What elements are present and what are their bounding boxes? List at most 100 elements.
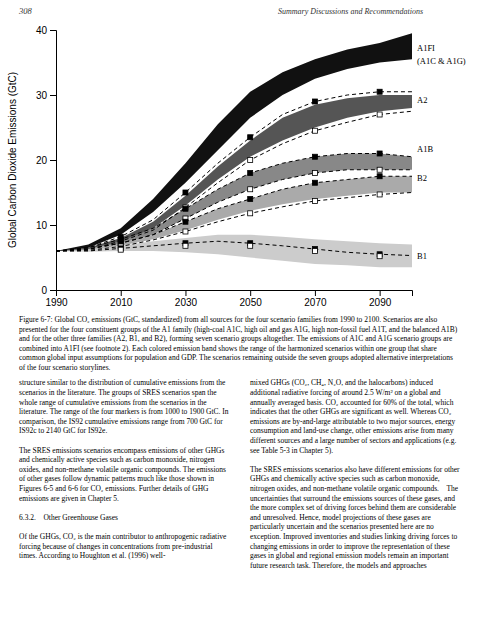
scenario-label: A1FI xyxy=(417,43,435,53)
page: 308 Summary Discussions and Recommendatio… xyxy=(0,0,480,640)
x-tick-label: 2010 xyxy=(110,297,133,308)
text-line: Figure 6-7: Global CO₂ emissions (GtC, s… xyxy=(19,315,437,324)
marker xyxy=(248,158,253,163)
x-tick-label: 2030 xyxy=(175,297,198,308)
marker xyxy=(183,190,188,195)
text-line: The SRES emissions scenarios also have d… xyxy=(250,465,460,474)
header-right: Summary Discussions and Recommendations xyxy=(278,7,423,16)
marker xyxy=(377,167,382,172)
y-tick-label: 40 xyxy=(36,25,48,36)
marker xyxy=(183,229,188,234)
text-line: mixed GHGs (CO₂, CH₄, N₂O, and the haloc… xyxy=(250,378,433,387)
text-line: presented for the four constituent group… xyxy=(19,325,458,334)
marker xyxy=(183,219,188,224)
x-tick-mark xyxy=(250,290,251,296)
text-line: emissions are by-and-large attributable … xyxy=(250,417,456,426)
y-tick: 30 xyxy=(36,90,56,101)
marker xyxy=(118,247,123,252)
x-tick: 2050 xyxy=(240,290,263,308)
header-left: 308 xyxy=(18,6,33,16)
y-tick-label: 10 xyxy=(36,220,48,231)
text-line: gases in global and regional emission mo… xyxy=(250,551,449,560)
text-line: annually averaged basis. CO₂ accounted f… xyxy=(250,398,454,407)
scenario-labels: A1FI(A1C & A1G)A2A1BB2B1 xyxy=(417,43,466,261)
y-tick: 0 xyxy=(41,285,56,296)
x-tick: 2030 xyxy=(175,290,198,308)
text-line: comparison, the IS92 cumulative emission… xyxy=(19,417,223,426)
marker xyxy=(312,198,317,203)
x-tick: 2010 xyxy=(110,290,133,308)
marker xyxy=(377,254,382,259)
x-tick-mark xyxy=(380,290,381,296)
x-tick: 2070 xyxy=(304,290,327,308)
marker xyxy=(312,128,317,133)
text-line: whole range of cumulative emissions from… xyxy=(19,398,207,407)
x-axis-line xyxy=(57,291,413,297)
text-line: exception. Improved inventories and stud… xyxy=(250,532,457,541)
chart: 199020102030205020702090010203040Global … xyxy=(7,25,466,308)
y-tick-label: 30 xyxy=(36,90,48,101)
text-line: of the four scenario storylines. xyxy=(19,363,111,372)
marker xyxy=(183,243,188,248)
y-axis-line xyxy=(50,31,57,291)
scenario-line xyxy=(56,241,412,255)
scenario-label: A2 xyxy=(417,95,427,105)
text-line: forcing because of changes in concentrat… xyxy=(19,542,212,551)
y-tick-mark xyxy=(50,160,56,161)
marker xyxy=(377,89,382,94)
emission-band xyxy=(56,235,412,268)
text-line: The SRES emissions scenarios encompass e… xyxy=(19,446,224,455)
text-line: oxides, and non-methane volatile organic… xyxy=(19,465,226,474)
marker xyxy=(248,187,253,192)
marker xyxy=(312,249,317,254)
scenario-line xyxy=(56,111,412,251)
plot-area xyxy=(56,33,412,267)
x-tick-label: 2050 xyxy=(240,297,263,308)
marker xyxy=(377,192,382,197)
body-column: mixed GHGs (CO₂, CH₄, N₂O, and the haloc… xyxy=(250,378,460,569)
text-line: different sources and a large number of … xyxy=(250,436,456,445)
x-tick: 1990 xyxy=(45,290,68,308)
y-tick-mark xyxy=(50,290,56,291)
y-axis-title: Global Carbon Dioxide Emissions (GtC) xyxy=(7,72,18,248)
text-line: and unresolved. Hence, model projections… xyxy=(250,513,431,522)
x-tick-mark xyxy=(185,290,186,296)
text-line: nitrogen oxides, and non-methane volatil… xyxy=(250,484,459,493)
x-axis: 1990 2010 2030 2050 2070 2090 xyxy=(45,290,412,308)
marker xyxy=(248,211,253,216)
text-line: consumption and land-use change, other e… xyxy=(250,426,454,435)
y-axis: 0 10 20 30 40 xyxy=(36,25,57,296)
text-line: and for the other three families (A2, B1… xyxy=(19,334,453,343)
marker xyxy=(377,112,382,117)
y-tick: 20 xyxy=(36,155,56,166)
text-line: future research task. Therefore, the mod… xyxy=(250,561,427,570)
marker xyxy=(377,151,382,156)
y-tick-label: 0 xyxy=(41,285,47,296)
text-line: see Table 5-3 in Chapter 5). xyxy=(250,446,333,455)
x-tick-mark xyxy=(315,290,316,296)
text-line: 6.3.2. Other Greenhouse Gases xyxy=(19,513,118,522)
marker xyxy=(312,171,317,176)
x-tick: 2090 xyxy=(369,290,392,308)
text-line: scenarios in the literature. The groups … xyxy=(19,388,217,397)
y-tick-mark xyxy=(50,225,56,226)
text-line: additional radiative forcing of around 2… xyxy=(250,388,441,397)
scenario-line xyxy=(56,176,412,251)
marker xyxy=(312,180,317,185)
text-line: IS92c to 2140 GtC for IS92e. xyxy=(19,426,107,435)
marker xyxy=(377,174,382,179)
marker xyxy=(248,135,253,140)
marker xyxy=(312,154,317,159)
text-line: of other gases follow dynamic patterns m… xyxy=(19,474,214,483)
y-tick: 40 xyxy=(36,25,56,36)
text-line: particularly uncertain and the scenarios… xyxy=(250,522,434,531)
text-line: times. According to Houghton et al. (199… xyxy=(19,551,166,560)
scenario-label: B1 xyxy=(417,251,427,261)
text-line: GHGs and chemically active species such … xyxy=(250,474,440,483)
body-column: structure similar to the distribution of… xyxy=(19,378,229,560)
text-line: indicates that the other GHGs are signif… xyxy=(250,407,452,416)
scenario-line xyxy=(56,170,412,251)
text-line: Figures 6-5 and 6-6 for CO₂ emissions. F… xyxy=(19,484,209,493)
y-tick: 10 xyxy=(36,220,56,231)
page-text: Figure 6-7: Global CO₂ emissions (GtC, s… xyxy=(19,315,460,570)
